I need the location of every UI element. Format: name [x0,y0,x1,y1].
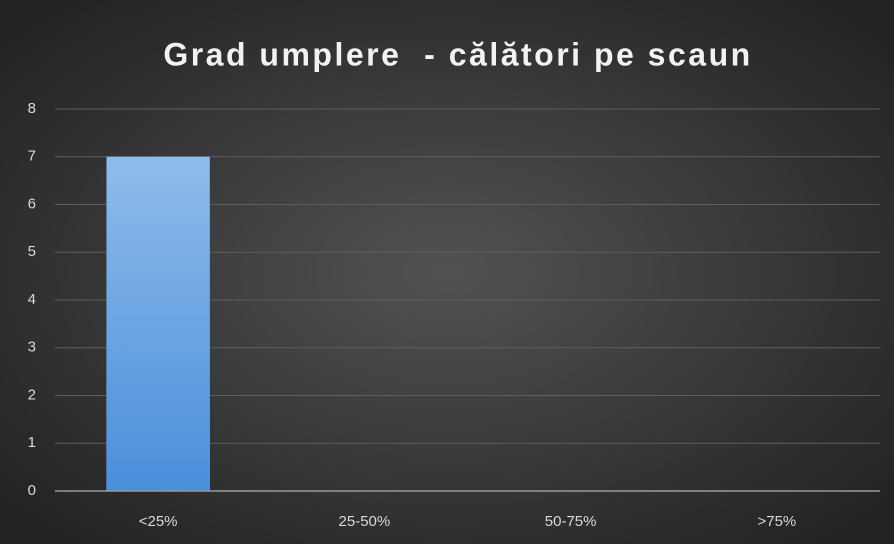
x-tick-label: >75% [757,513,796,530]
x-tick-label: 25-50% [339,513,391,530]
y-tick-label: 8 [28,100,36,117]
y-tick-label: 7 [28,148,36,165]
y-tick-label: 3 [28,339,36,356]
y-tick-label: 2 [28,386,36,403]
x-tick-label: 50-75% [545,513,597,530]
y-tick-label: 0 [28,482,36,499]
x-tick-label: <25% [139,513,178,530]
y-tick-label: 1 [28,434,36,451]
y-tick-label: 6 [28,195,36,212]
bar [106,156,210,492]
y-tick-label: 4 [28,291,36,308]
y-tick-label: 5 [28,243,36,260]
chart-title: Grad umplere - călători pe scaun [163,36,752,72]
